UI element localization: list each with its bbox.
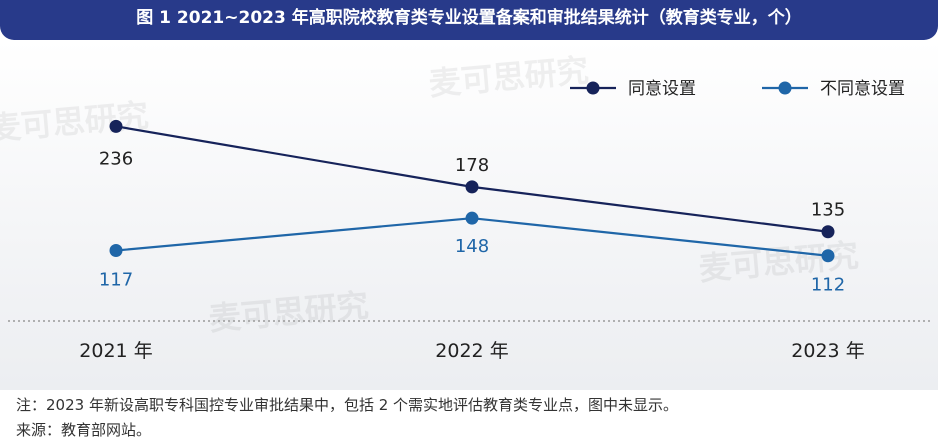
data-label-1-1: 148	[455, 236, 489, 257]
watermark-text: 麦可思研究	[207, 286, 370, 338]
x-tick-label-2: 2023 年	[791, 340, 864, 362]
legend-marker-0	[586, 81, 600, 95]
data-point-0-1	[465, 180, 479, 194]
x-axis-ticks: 2021 年 2022 年 2023 年	[79, 340, 864, 362]
footnote-note: 注：2023 年新设高职专科国控专业审批结果中，包括 2 个需实地评估教育类专业…	[16, 396, 679, 414]
data-point-1-0	[109, 244, 123, 258]
x-tick-label-0: 2021 年	[79, 340, 152, 362]
data-label-1-0: 117	[99, 270, 133, 291]
legend: 同意设置 不同意设置	[570, 79, 905, 99]
legend-label-0: 同意设置	[628, 79, 696, 99]
data-label-0-0: 236	[99, 148, 133, 169]
legend-marker-1	[778, 81, 792, 95]
chart-area: 麦可思研究 麦可思研究 麦可思研究 麦可思研究 236 178 135 117 148 112 …	[0, 40, 938, 390]
data-label-1-2: 112	[811, 275, 845, 296]
data-point-1-2	[821, 249, 835, 263]
data-label-0-2: 135	[811, 200, 845, 221]
data-point-1-1	[465, 211, 479, 225]
data-point-0-2	[821, 225, 835, 239]
data-label-0-1: 178	[455, 155, 489, 176]
series-layer: 236 178 135 117 148 112	[99, 119, 845, 296]
data-point-0-0	[109, 119, 123, 133]
title-bar	[0, 0, 938, 40]
watermark-text: 麦可思研究	[427, 51, 590, 103]
legend-label-1: 不同意设置	[820, 79, 905, 99]
footnote-source: 来源：教育部网站。	[16, 421, 152, 439]
x-tick-label-1: 2022 年	[435, 340, 508, 362]
chart-title: 图 1 2021~2023 年高职院校教育类专业设置备案和审批结果统计（教育类专…	[136, 8, 802, 28]
watermark-text: 麦可思研究	[0, 96, 150, 148]
